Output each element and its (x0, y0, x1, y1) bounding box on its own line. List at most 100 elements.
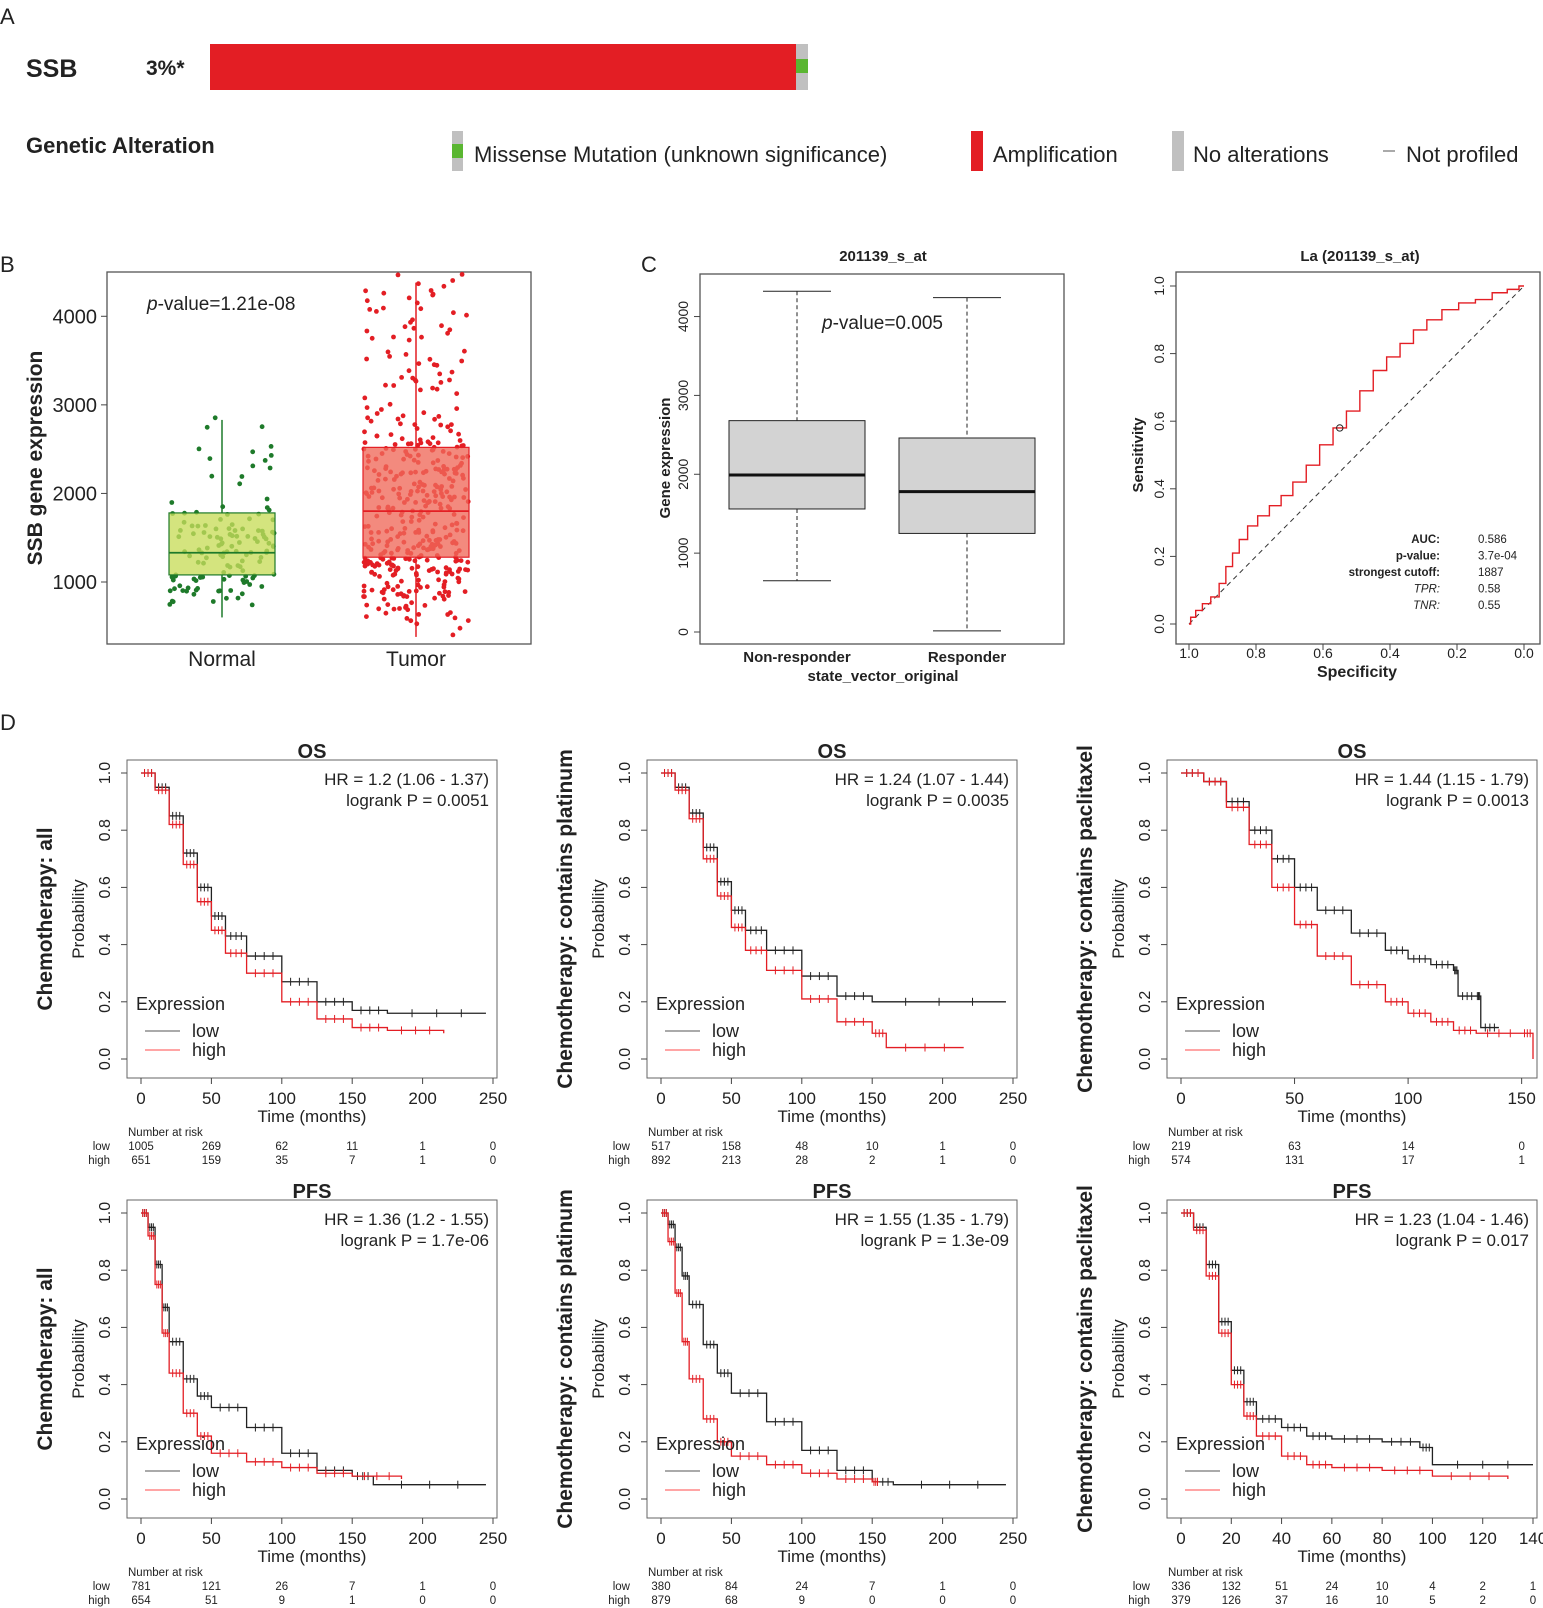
data-point (262, 458, 268, 463)
y-tick-label: 1000 (53, 572, 98, 594)
logrank-p: logrank P = 0.0051 (346, 791, 489, 810)
data-point (462, 589, 468, 594)
row-group-label: Chemotherapy: contains paclitaxel (1074, 745, 1097, 1093)
chart-title: La (201139_s_at) (1300, 248, 1419, 265)
data-point (169, 500, 175, 505)
data-point (259, 424, 265, 430)
km-curve-high (661, 772, 964, 1049)
row-group-label: Chemotherapy: contains platinum (554, 749, 577, 1089)
risk-value-high: 37 (1275, 1595, 1288, 1607)
data-point (443, 571, 449, 577)
data-point (247, 582, 253, 587)
x-tick-label: 0.8 (1246, 645, 1266, 661)
risk-value-high: 2 (1480, 1595, 1486, 1607)
data-point (465, 567, 471, 573)
data-point (385, 349, 391, 355)
data-point (387, 354, 392, 359)
y-axis-label: Probability (589, 1319, 608, 1399)
legend-title: Expression (1176, 994, 1265, 1014)
data-point (377, 574, 382, 579)
data-point (402, 324, 408, 330)
x-tick-label: 0 (136, 1529, 145, 1548)
risk-row-label-high: high (608, 1155, 630, 1167)
risk-value-high: 213 (722, 1155, 741, 1167)
oncoprint-amplification-bar (210, 44, 796, 90)
x-tick-label: 0 (656, 1089, 665, 1108)
risk-value-high: 9 (279, 1595, 285, 1607)
stat-value: 0.58 (1478, 584, 1500, 596)
data-point (398, 421, 403, 427)
gene-name: SSB (26, 55, 77, 83)
data-point (410, 317, 415, 323)
data-point (393, 568, 399, 573)
y-tick-label: 0.6 (97, 1316, 114, 1338)
data-point (196, 446, 202, 452)
y-tick-label: 2000 (53, 483, 98, 505)
data-point (368, 418, 374, 424)
data-point (451, 310, 456, 316)
x-tick-label: 150 (858, 1529, 886, 1548)
data-point (441, 283, 447, 289)
y-tick-label: 4000 (53, 306, 98, 328)
data-point (387, 401, 393, 407)
data-point (424, 557, 430, 563)
p-value-annotation: p-value=1.21e-08 (146, 294, 295, 315)
data-point (364, 356, 369, 362)
risk-row-label-low: low (1133, 1581, 1151, 1593)
legend-label-high: high (192, 1040, 226, 1060)
risk-value-low: 158 (722, 1141, 741, 1153)
x-tick-label: 50 (1285, 1089, 1304, 1108)
stat-label: TNR: (1413, 600, 1440, 612)
risk-value-high: 379 (1171, 1595, 1190, 1607)
risk-value-high: 17 (1402, 1155, 1415, 1167)
plot-frame (1166, 1199, 1538, 1519)
panel-c-boxplot: 201139_s_at Gene expression p-value=0.00… (657, 248, 1065, 685)
risk-value-high: 28 (795, 1155, 808, 1167)
risk-value-low: 7 (349, 1581, 355, 1593)
x-tick-label: 100 (788, 1089, 816, 1108)
y-tick-label: 2000 (675, 458, 691, 489)
data-point (383, 382, 388, 388)
logrank-p: logrank P = 1.7e-06 (340, 1231, 489, 1250)
x-tick-label: 0.0 (1514, 645, 1534, 661)
data-point (464, 312, 469, 318)
data-point (267, 465, 273, 471)
risk-row-label-high: high (88, 1155, 110, 1167)
x-tick-label: 250 (479, 1529, 507, 1548)
data-point (399, 436, 405, 442)
data-point (459, 272, 465, 277)
data-point (365, 415, 370, 421)
panel-label-d: D (0, 710, 16, 735)
y-tick-label: 0.0 (1151, 614, 1167, 634)
x-tick-label: 0 (1176, 1529, 1185, 1548)
data-point (392, 442, 398, 447)
risk-table-title: Number at risk (1168, 1567, 1243, 1579)
x-tick-label: 120 (1469, 1529, 1497, 1548)
data-point (441, 584, 447, 590)
x-axis-label: Time (months) (778, 1547, 887, 1566)
y-tick-label: 1.0 (1151, 276, 1167, 296)
data-point (395, 272, 401, 278)
data-point (374, 561, 380, 566)
km-curve-low (1181, 772, 1499, 1029)
y-tick-label: 0.4 (97, 933, 114, 955)
data-point (379, 589, 385, 595)
x-tick-label: 50 (722, 1089, 741, 1108)
risk-value-high: 68 (725, 1595, 738, 1607)
data-point (453, 558, 459, 564)
y-tick-label: 1.0 (1137, 762, 1154, 784)
km-curve-high (141, 772, 445, 1034)
legend-no-alterations-swatch (1172, 131, 1184, 171)
risk-value-low: 4 (1429, 1581, 1436, 1593)
data-point (462, 348, 467, 354)
chart-title: 201139_s_at (839, 248, 927, 265)
data-point (381, 596, 387, 602)
y-tick-label: 0.0 (617, 1048, 634, 1070)
km-plot-d-pfs-all: Chemotherapy: all Probability PFS HR = 1.36… (34, 1181, 507, 1607)
x-axis-label: state_vector_original (808, 668, 959, 685)
y-tick-label: 0.2 (97, 991, 114, 1013)
y-tick-label: 0.2 (1137, 991, 1154, 1013)
risk-value-low: 24 (1325, 1581, 1338, 1593)
risk-value-low: 0 (490, 1141, 496, 1153)
